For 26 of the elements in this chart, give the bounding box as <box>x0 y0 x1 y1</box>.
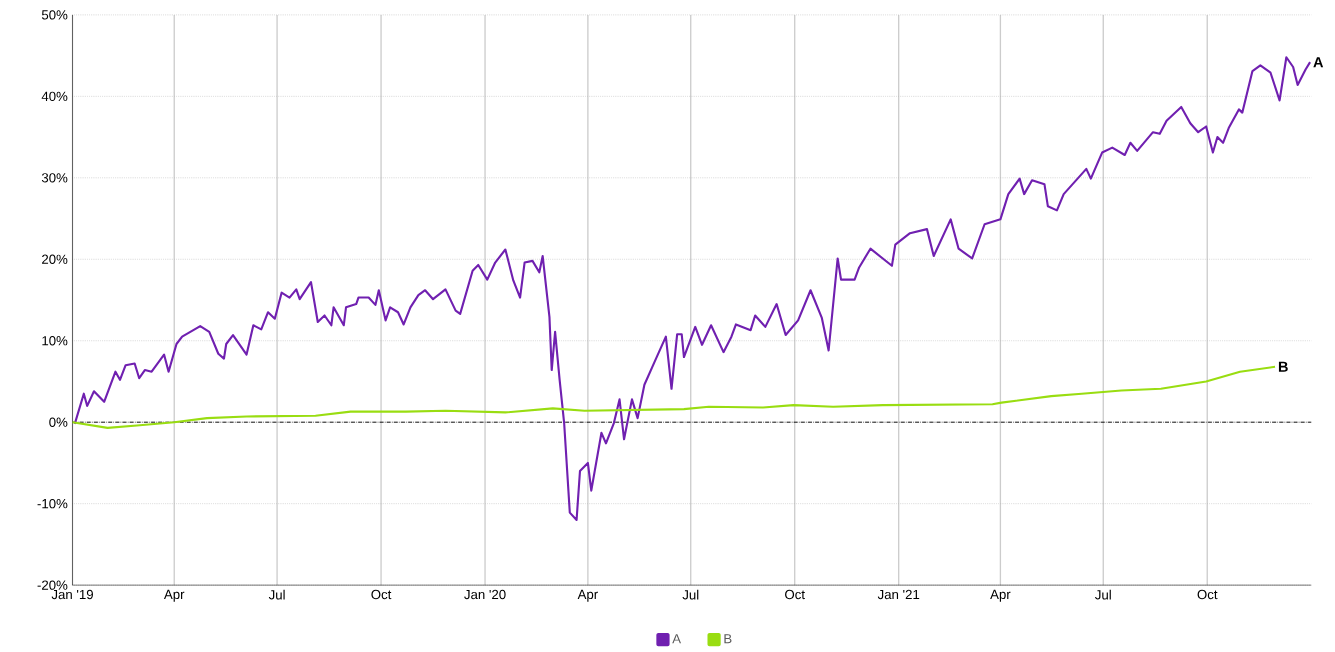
x-tick-label: Oct <box>371 590 392 600</box>
line-series <box>73 56 1312 522</box>
y-tick-label: -20% <box>37 580 68 591</box>
y-tick-label: 10% <box>42 336 68 346</box>
y-tick-label: -10% <box>37 499 68 509</box>
y-tick-label: 20% <box>42 254 68 265</box>
x-tick-label: Apr <box>163 590 185 602</box>
x-tick-label: Oct <box>1197 590 1218 600</box>
x-tick-label: Jan '19 <box>51 590 93 600</box>
y-tick-label: 50% <box>41 10 68 20</box>
legend-label: A <box>672 634 682 644</box>
y-tick-label: 30% <box>41 173 68 183</box>
x-tick-label: Jul <box>268 590 285 600</box>
text: B <box>1278 362 1288 373</box>
text: A <box>1313 57 1324 68</box>
x-tick-label: Apr <box>577 590 598 602</box>
x-tick-label: Jan '20 <box>464 590 506 600</box>
x-tick-label: Oct <box>785 590 805 600</box>
x-tick-label: Jul <box>682 590 699 600</box>
legend-label: B <box>724 634 732 644</box>
x-tick-label: Jan '21 <box>877 590 920 600</box>
x-tick-label: Apr <box>990 590 1011 602</box>
y-tick-label: 40% <box>41 91 68 102</box>
x-tick-label: Jul <box>1095 590 1111 600</box>
line-series <box>71 365 1277 430</box>
y-tick-label: 0% <box>49 417 68 428</box>
